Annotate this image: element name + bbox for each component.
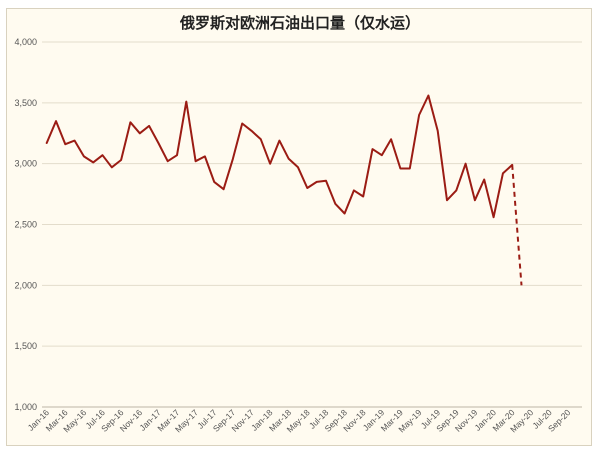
y-tick-label: 2,500 [14, 220, 37, 230]
y-tick-label: 3,500 [14, 98, 37, 108]
forecast-line [511, 164, 523, 286]
y-tick-label: 3,000 [14, 159, 37, 169]
y-tick-label: 1,500 [14, 341, 37, 351]
series-lines [45, 94, 523, 286]
x-axis-labels: Jan-16Mar-16May-16Jul-16Sep-16Nov-16Jan-… [26, 407, 573, 434]
y-tick-label: 4,000 [14, 37, 37, 47]
chart-title: 俄罗斯对欧洲石油出口量（仅水运） [179, 14, 420, 32]
y-tick-label: 1,000 [14, 402, 37, 412]
y-tick-label: 2,000 [14, 280, 37, 290]
series-line [45, 94, 514, 219]
grid-lines [42, 41, 582, 408]
chart-frame [6, 8, 592, 446]
y-axis-labels: 1,000 1,500 2,000 2,500 3,000 3,500 4,000 [14, 37, 37, 412]
